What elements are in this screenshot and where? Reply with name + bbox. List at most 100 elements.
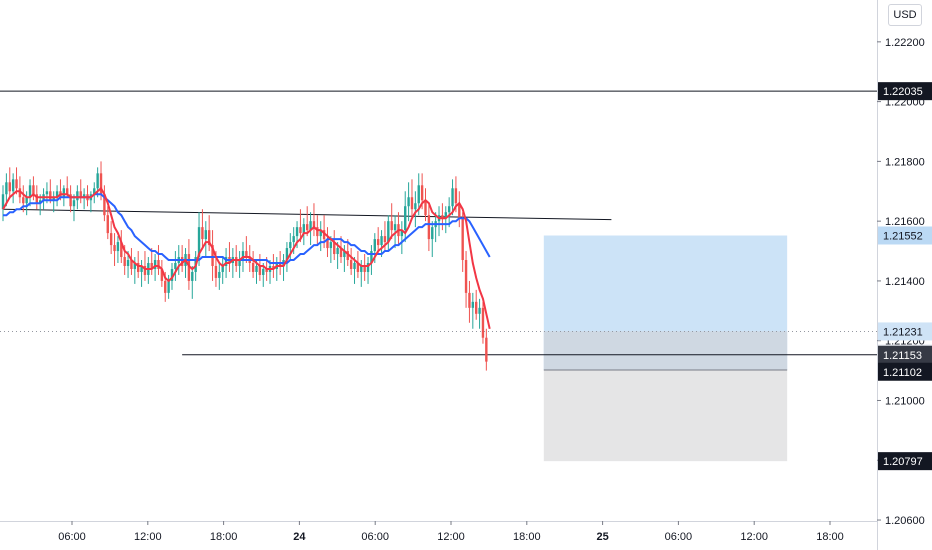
candle-body (22, 197, 25, 204)
candle-body (11, 179, 15, 192)
candle-body (471, 301, 475, 308)
y-tick-label: 1.21800 (885, 156, 925, 168)
x-tick-label: 12:00 (134, 531, 162, 543)
candle-body (475, 301, 478, 314)
x-tick-label: 12:00 (437, 531, 465, 543)
candle-body (15, 179, 18, 189)
candle-body (106, 215, 109, 234)
candle-body (45, 191, 49, 195)
candle-body (309, 221, 312, 231)
candle-body (410, 197, 414, 210)
candle-body (360, 265, 363, 272)
candle-body (120, 242, 123, 258)
y-tick-label: 1.22200 (885, 37, 925, 49)
candle-body (113, 245, 116, 252)
price-tag-label: 1.21102 (883, 367, 922, 379)
price-tag-bg (878, 452, 932, 471)
candle-body (424, 200, 427, 216)
price-tag-bg (878, 82, 932, 101)
candle-body (251, 263, 255, 272)
candle-body (69, 194, 72, 207)
candle-body (417, 185, 420, 204)
candle-body (76, 191, 79, 201)
fast-moving-average (2, 186, 491, 330)
candle-body (380, 236, 383, 246)
candle-body (285, 248, 289, 261)
candle-body (336, 248, 339, 255)
candle-body (204, 230, 207, 240)
candle-body (458, 203, 461, 219)
candle-body (312, 221, 316, 228)
candle-body (407, 197, 410, 207)
price-tag-bg (878, 345, 932, 364)
x-tick-label: 06:00 (58, 531, 86, 543)
candle-body (478, 307, 481, 314)
candle-body (353, 263, 356, 269)
candle-body (414, 203, 417, 210)
candle-body (292, 236, 295, 243)
candle-body (322, 230, 326, 240)
candle-body (164, 280, 167, 293)
candle-body (326, 239, 329, 249)
candle-body (109, 233, 113, 246)
candle-body (306, 224, 309, 231)
target-zone (543, 235, 788, 332)
x-tick-label: 18:00 (816, 531, 844, 543)
stop-zone (543, 331, 788, 462)
candle-body (241, 251, 245, 261)
candle-body (444, 212, 447, 219)
candle-body (461, 218, 464, 261)
candle-body (262, 268, 265, 275)
candle-body (400, 230, 404, 237)
candle-body (201, 227, 204, 240)
candle-body (238, 260, 241, 266)
price-tag-label: 1.20797 (883, 456, 923, 468)
y-tick-label: 1.20600 (885, 515, 925, 527)
candle-body (52, 197, 55, 201)
candle-body (126, 260, 130, 266)
candle-body (137, 263, 140, 272)
price-tag-label: 1.21231 (883, 326, 923, 338)
y-tick-label: 1.21400 (885, 276, 925, 288)
candle-body (66, 188, 69, 195)
candle-body (454, 188, 458, 204)
candle-body (387, 221, 390, 243)
currency-button[interactable]: USD (888, 4, 922, 26)
candle-body (150, 263, 153, 269)
candle-body (468, 292, 471, 308)
y-tick-label: 1.21600 (885, 216, 925, 228)
candle-body (82, 194, 86, 198)
candle-body (170, 268, 174, 281)
position-zones (543, 235, 788, 462)
candle-body (289, 242, 292, 249)
candle-body (255, 265, 258, 272)
candle-body (103, 194, 106, 216)
candles (1, 161, 488, 371)
candle-body (96, 173, 99, 189)
candle-body (130, 260, 133, 269)
candle-body (376, 239, 380, 246)
price-tag-label: 1.22035 (883, 86, 923, 98)
candle-body (1, 194, 5, 210)
candle-body (207, 230, 211, 246)
price-tag-label: 1.21153 (883, 350, 922, 362)
candle-body (123, 257, 126, 266)
candle-body (32, 185, 35, 195)
candle-body (339, 248, 343, 258)
candle-body (349, 260, 353, 269)
candle-body (49, 191, 52, 201)
candle-body (272, 265, 275, 269)
candle-body (79, 191, 82, 198)
candle-body (72, 200, 76, 207)
candle-body (295, 227, 299, 237)
y-tick-label: 1.21000 (885, 395, 925, 407)
candle-body (390, 221, 393, 231)
candle-body (404, 206, 407, 231)
candle-body (441, 215, 444, 219)
price-tag-bg (878, 322, 932, 341)
candle-body (363, 265, 366, 272)
candle-body (427, 215, 431, 240)
candle-body (366, 263, 370, 272)
candle-body (211, 245, 214, 266)
